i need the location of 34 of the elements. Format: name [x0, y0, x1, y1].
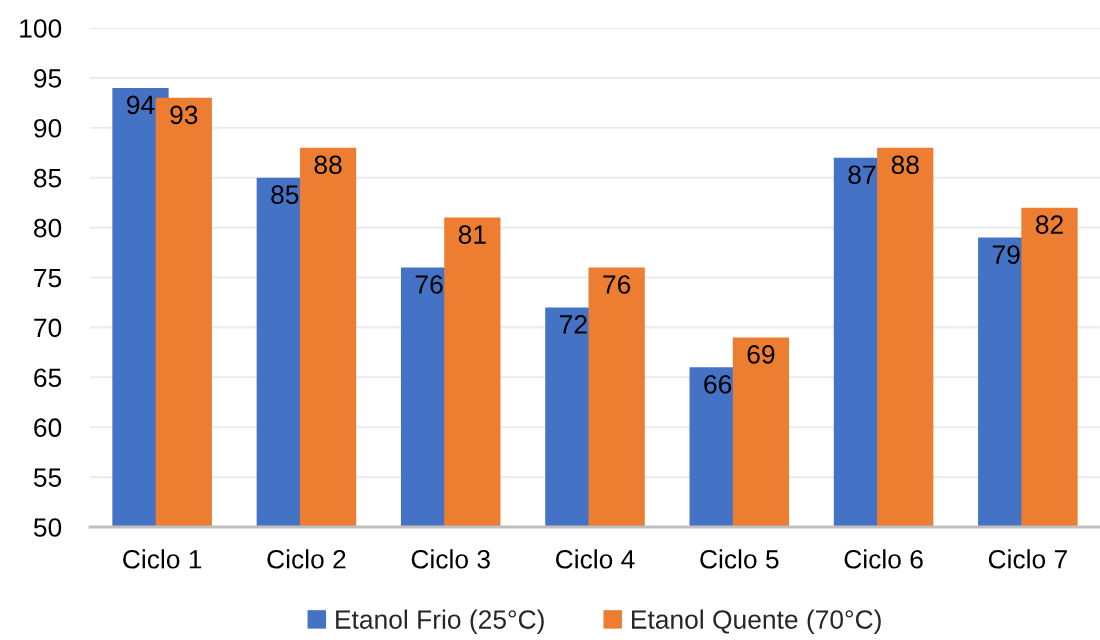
y-tick-label: 70 — [34, 318, 62, 338]
y-tick-label: 85 — [34, 168, 62, 188]
data-label: 93 — [170, 105, 198, 125]
data-label: 72 — [560, 315, 587, 334]
data-label: 66 — [704, 374, 732, 394]
y-tick-label: 65 — [34, 368, 62, 388]
y-tick-label: 60 — [34, 418, 62, 438]
legend-label: Etanol Frio (25°C) — [336, 609, 544, 635]
data-label: 88 — [891, 155, 919, 175]
x-tick-label: Ciclo 2 — [267, 549, 346, 569]
data-label: 76 — [603, 275, 631, 294]
y-tick-label: 80 — [34, 218, 62, 238]
legend-label: Etanol Quente (70°C) — [632, 609, 881, 635]
data-label: 94 — [127, 95, 155, 115]
x-tick-label: Ciclo 7 — [988, 549, 1067, 569]
data-label: 81 — [458, 225, 486, 244]
data-label: 82 — [1035, 215, 1063, 234]
x-tick-label: Ciclo 1 — [123, 549, 202, 569]
x-tick-label: Ciclo 5 — [700, 549, 779, 569]
x-tick-label: Ciclo 6 — [844, 549, 923, 569]
data-label: 87 — [848, 165, 876, 185]
data-label: 76 — [415, 275, 443, 294]
y-tick-label: 90 — [34, 118, 62, 138]
y-tick-label: 55 — [33, 468, 62, 487]
y-tick-label: 95 — [34, 69, 62, 88]
y-tick-label: 100 — [20, 19, 62, 38]
x-tick-label: Ciclo 3 — [411, 549, 490, 569]
y-tick-label: 75 — [34, 268, 62, 288]
data-label: 85 — [271, 185, 299, 205]
data-label: 69 — [747, 345, 775, 364]
y-tick-label: 50 — [33, 518, 62, 537]
x-tick-label: Ciclo 4 — [556, 549, 635, 569]
data-label: 88 — [314, 155, 342, 175]
data-label: 79 — [992, 245, 1020, 264]
